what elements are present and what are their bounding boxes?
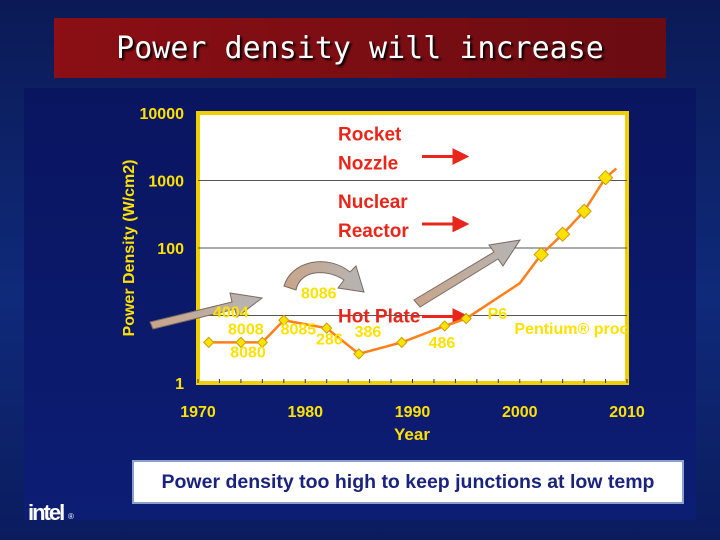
caption-text: Power density too high to keep junctions… [161,470,655,493]
chip-label: 386 [355,324,382,341]
chip-label: 286 [316,332,343,349]
data-point [597,169,614,186]
chip-label: 8080 [230,344,266,361]
reference-label: Nuclear [338,192,408,213]
data-point [353,348,365,360]
data-point [235,336,247,349]
reference-arrow [422,215,470,233]
data-point [576,203,592,219]
caption-box: Power density too high to keep junctions… [132,460,684,504]
reference-arrow [422,148,470,165]
chip-label: 8008 [228,322,264,339]
x-tick-label: 2010 [609,404,645,421]
data-point [278,314,290,326]
data-point [396,336,408,349]
data-point [203,336,215,349]
chip-label: 8086 [301,285,337,302]
grey-arrow-curved [283,261,365,293]
slide-title: Power density will increase [116,30,604,66]
y-tick-label: 10000 [140,106,185,123]
slide-title-bar: Power density will increase [54,18,666,78]
grey-arrow-left [149,292,264,330]
y-tick-label: 1000 [148,174,184,191]
x-axis-label: Year [394,425,430,444]
intel-logo: intel [28,500,65,526]
chip-label: 4004 [213,304,249,321]
chip-label: P6 [488,306,508,323]
data-point [320,322,333,334]
y-tick-label: 1 [175,376,184,393]
data-point [438,320,451,332]
reference-label: Nozzle [338,154,398,175]
grey-arrow-right [413,239,522,308]
data-point [460,312,472,325]
y-tick-label: 100 [157,241,184,258]
reference-label: Rocket [338,125,402,146]
y-axis-label: Power Density (W/cm2) [121,160,138,337]
logo-text: intel [28,500,65,525]
chip-label: Pentium® proc [514,321,628,338]
data-point [533,246,549,263]
data-point [256,336,269,349]
chip-label: 8085 [281,322,317,339]
x-tick-label: 1980 [287,404,323,421]
chip-label: 486 [429,335,456,352]
data-point [554,226,571,242]
reference-label: Reactor [338,221,409,242]
x-tick-label: 2000 [502,404,538,421]
x-tick-label: 1970 [180,404,216,421]
reference-label: Hot Plate [338,307,420,328]
x-tick-label: 1990 [395,404,431,421]
logo-registered-mark: ® [68,512,74,521]
